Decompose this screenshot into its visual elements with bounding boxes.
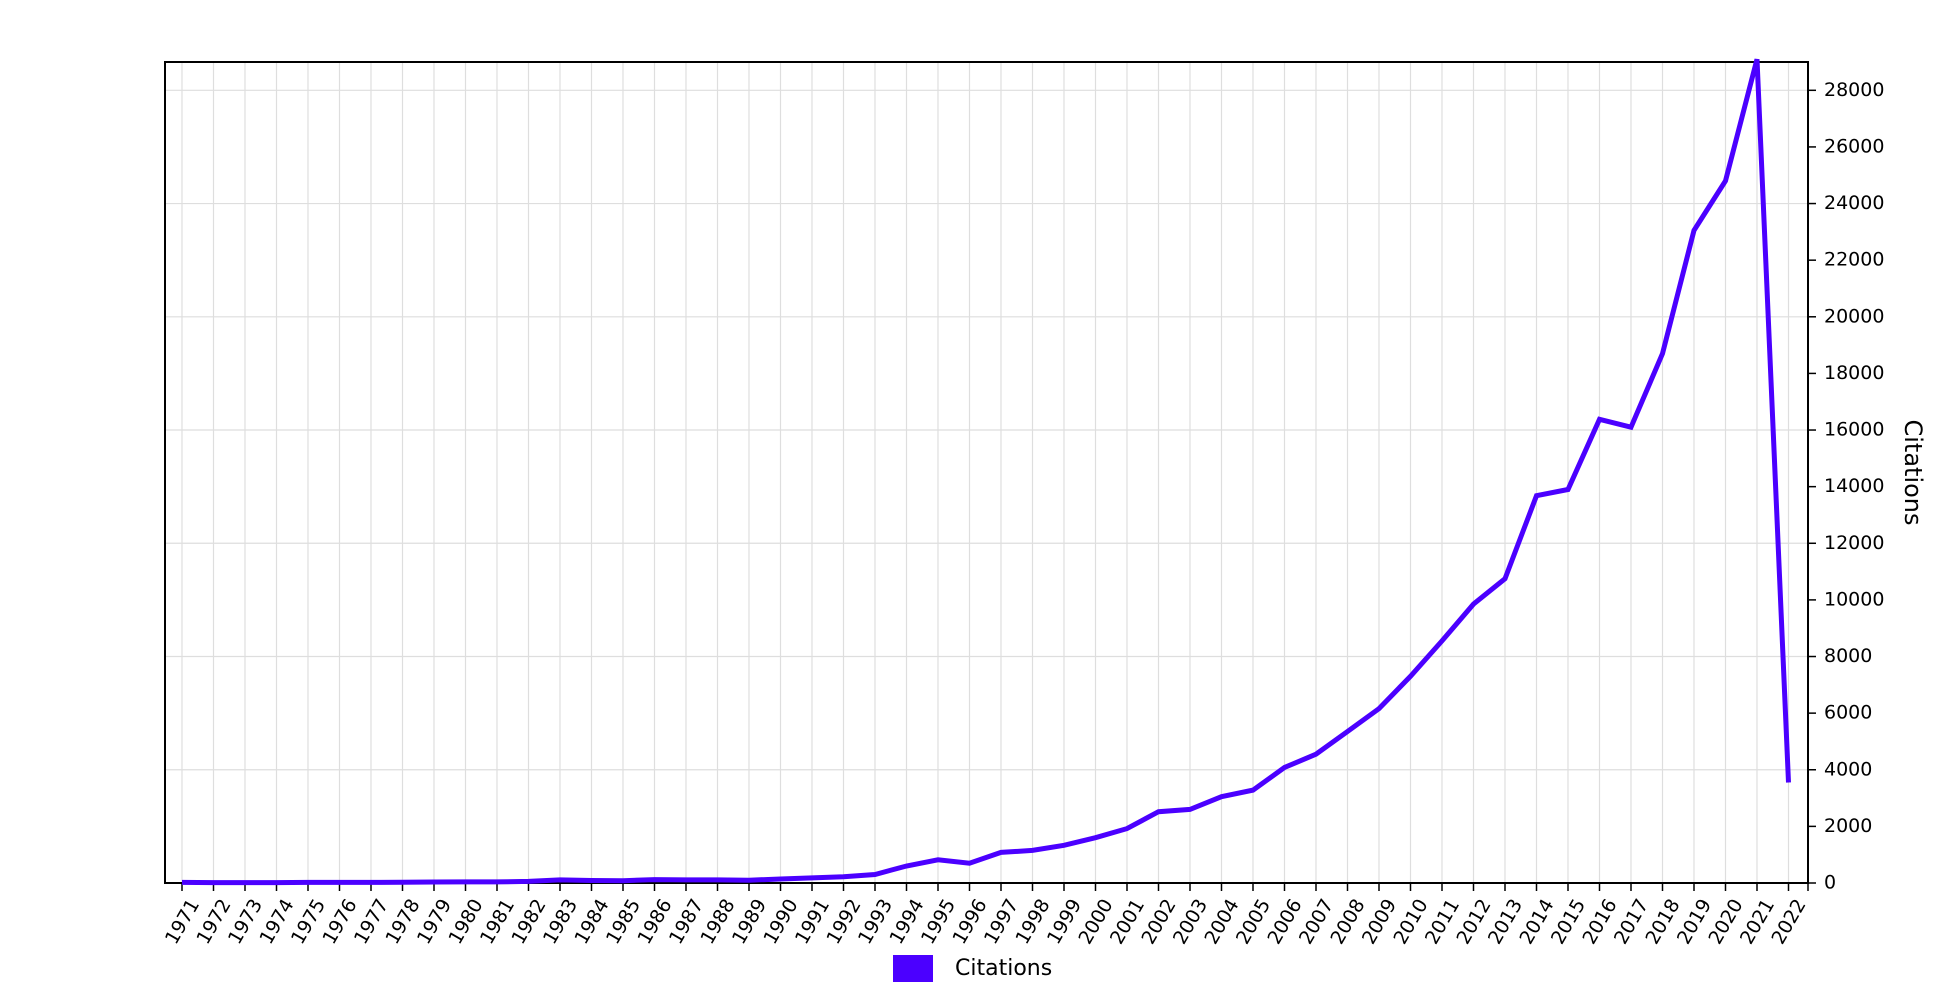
x-axis-ticks: 1971197219731974197519761977197819791980… <box>161 883 1811 948</box>
y-tick-label: 22000 <box>1824 249 1884 271</box>
y-tick-label: 10000 <box>1824 588 1884 610</box>
legend-label-citations: Citations <box>955 956 1052 981</box>
y-tick-label: 16000 <box>1824 419 1884 441</box>
y-axis-title: Citations <box>1899 419 1927 525</box>
y-tick-label: 4000 <box>1824 758 1872 780</box>
y-tick-label: 6000 <box>1824 702 1872 724</box>
y-tick-label: 8000 <box>1824 645 1872 667</box>
y-tick-label: 24000 <box>1824 192 1884 214</box>
series-layer <box>181 58 1791 886</box>
plot-frame <box>164 61 1809 884</box>
y-tick-label: 20000 <box>1824 305 1884 327</box>
y-tick-label: 14000 <box>1824 475 1884 497</box>
y-tick-label: 26000 <box>1824 135 1884 157</box>
y-axis-ticks: 0 2000 4000 6000 8000 10000 12000 14000 16000 180… <box>1808 79 1884 894</box>
y-tick-label: 0 <box>1824 872 1836 894</box>
y-tick-label: 28000 <box>1824 79 1884 101</box>
y-tick-label: 18000 <box>1824 362 1884 384</box>
y-tick-label: 12000 <box>1824 532 1884 554</box>
legend-swatch-citations[interactable] <box>893 955 933 982</box>
grid <box>165 62 1808 883</box>
y-tick-label: 2000 <box>1824 815 1872 837</box>
legend: Citations <box>893 955 1052 982</box>
axes <box>164 61 1809 884</box>
x-tick-label: 2022 <box>1767 895 1810 948</box>
series-line-citations[interactable] <box>181 58 1791 886</box>
